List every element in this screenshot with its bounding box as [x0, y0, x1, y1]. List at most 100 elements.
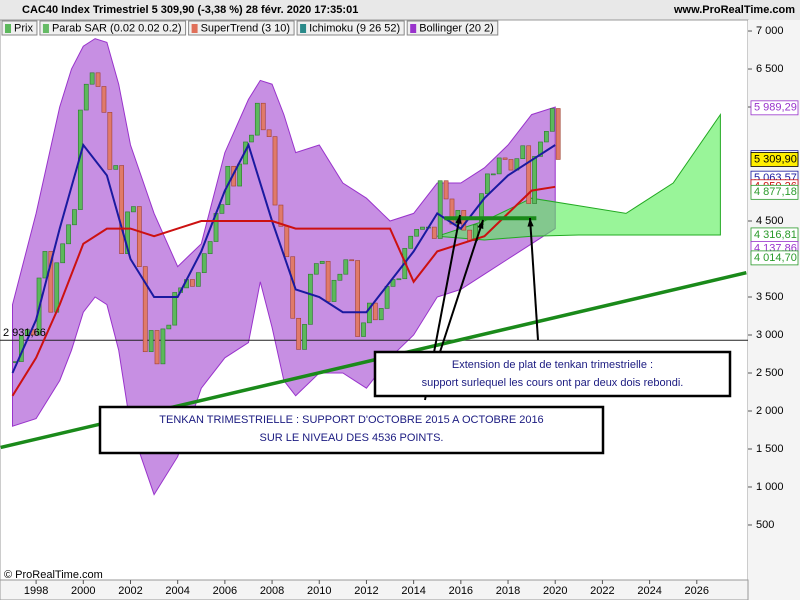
legend-label: Ichimoku (9 26 52) — [309, 22, 400, 34]
candle — [249, 134, 254, 143]
x-tick-label: 2024 — [637, 585, 661, 597]
y-tick-label: 7 000 — [756, 25, 784, 37]
price-tag — [750, 250, 799, 266]
arrow-head — [455, 215, 462, 224]
legend-label: Parab SAR (0.02 0.02 0.2) — [52, 22, 182, 34]
candle — [325, 260, 331, 302]
footer: © ProRealTime.com — [4, 569, 103, 581]
legend-tab — [39, 20, 187, 36]
legend-tab — [188, 20, 295, 36]
candle — [343, 259, 349, 275]
candle — [467, 229, 473, 242]
candle — [172, 292, 178, 326]
price-tag-label: 4 014,70 — [754, 252, 797, 264]
candle — [508, 159, 514, 171]
candle — [302, 324, 307, 350]
candle — [201, 253, 207, 273]
legend-item[interactable]: Parab SAR (0.02 0.02 0.2) — [39, 20, 187, 36]
legend-swatch — [42, 24, 49, 33]
ichimoku-cloud — [437, 113, 721, 241]
candle — [313, 263, 319, 275]
x-tick-label: 2020 — [543, 585, 567, 597]
candle — [166, 324, 172, 330]
note-text: support surlequel les cours ont par deux… — [422, 377, 684, 389]
x-tick-label: 2006 — [213, 585, 237, 597]
candle — [431, 226, 437, 239]
legend-swatch — [410, 24, 417, 33]
price-tag-label: 5 989,29 — [754, 102, 797, 114]
y-axis-area — [748, 20, 800, 600]
y-tick-label: 6 500 — [756, 63, 784, 75]
x-tick-label: 2026 — [685, 585, 709, 597]
indicator-line — [11, 142, 556, 374]
candle — [272, 136, 278, 206]
candle — [101, 86, 107, 113]
legend-label: Bollinger (20 2) — [419, 22, 494, 34]
price-tag — [750, 184, 799, 200]
candle — [66, 224, 71, 245]
candle — [95, 72, 101, 87]
y-tick-label: 500 — [756, 519, 774, 531]
x-tick-label: 2014 — [401, 585, 425, 597]
x-tick-label: 2018 — [496, 585, 520, 597]
x-tick-label: 2008 — [260, 585, 284, 597]
y-tick-label: 3 500 — [756, 291, 784, 303]
legend-swatch — [5, 24, 11, 33]
candle — [443, 180, 449, 200]
candle — [331, 279, 337, 302]
candle — [219, 204, 225, 214]
candle — [349, 259, 355, 262]
candle — [136, 206, 142, 267]
legend-item[interactable]: SuperTrend (3 10) — [188, 20, 295, 36]
header-site[interactable]: www.ProRealTime.com — [673, 4, 795, 16]
candle — [60, 243, 66, 264]
candle — [538, 141, 543, 157]
candle — [384, 286, 390, 309]
candle — [207, 241, 213, 254]
legend-item[interactable]: Bollinger (20 2) — [406, 20, 499, 36]
candle — [72, 209, 77, 226]
arrow-head — [477, 220, 484, 229]
x-tick-label: 2016 — [449, 585, 473, 597]
note-text: Extension de plat de tenkan trimestriell… — [452, 359, 653, 371]
candle — [449, 198, 455, 225]
candle — [414, 229, 419, 237]
x-tick-label: 2010 — [307, 585, 331, 597]
candle — [48, 251, 54, 313]
y-tick-label: 4 500 — [756, 215, 784, 227]
candle — [131, 206, 136, 213]
candle — [520, 145, 526, 159]
y-tick-label: 3 000 — [756, 329, 784, 341]
y-tick-label: 1 000 — [756, 481, 784, 493]
legend-tab — [296, 20, 405, 36]
candle — [485, 173, 490, 194]
candle — [142, 266, 148, 353]
candle — [254, 102, 260, 136]
price-tag-label: 5 309,90 — [754, 153, 797, 165]
candle — [526, 145, 532, 204]
candle — [148, 330, 154, 353]
legend-item[interactable]: Prix — [1, 20, 38, 36]
candle — [125, 211, 130, 254]
candle — [54, 262, 60, 313]
note-text: SUR LE NIVEAU DES 4536 POINTS. — [259, 432, 443, 444]
candle — [544, 131, 549, 143]
candle — [396, 278, 402, 281]
note-text: TENKAN TRIMESTRIELLE : SUPPORT D'OCTOBRE… — [159, 414, 543, 426]
y-tick-label: 2 500 — [756, 367, 784, 379]
candle — [284, 226, 290, 258]
candle — [420, 226, 425, 230]
candle — [107, 112, 113, 170]
legend-swatch — [300, 24, 307, 33]
candle — [367, 302, 372, 324]
candle — [555, 108, 561, 160]
candle — [195, 272, 201, 287]
legend-label: SuperTrend (3 10) — [201, 22, 290, 34]
x-tick-label: 2022 — [590, 585, 614, 597]
candle — [319, 260, 325, 264]
y-tick-label: 2 000 — [756, 405, 784, 417]
legend-item[interactable]: Ichimoku (9 26 52) — [296, 20, 405, 36]
candle — [119, 165, 125, 254]
indicator-line — [11, 185, 556, 397]
note-box — [98, 405, 605, 455]
